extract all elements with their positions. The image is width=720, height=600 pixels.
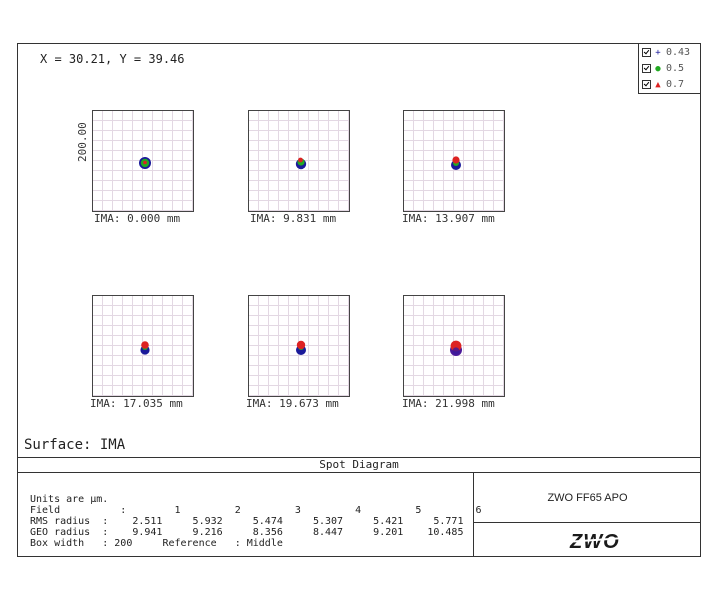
spot-4 xyxy=(140,341,150,355)
geo-row: GEO radius : 9.941 9.216 8.356 8.447 9.2… xyxy=(30,527,464,538)
units-line: Units are µm. xyxy=(30,494,109,505)
spot-box-2 xyxy=(248,110,350,212)
checkbox-icon[interactable] xyxy=(642,64,651,73)
legend-symbol-1: ● xyxy=(655,63,661,74)
coordinate-readout: X = 30.21, Y = 39.46 xyxy=(40,52,185,66)
divider xyxy=(17,472,701,473)
field-label-3: IMA: 13.907 mm xyxy=(402,212,495,225)
field-label-6: IMA: 21.998 mm xyxy=(402,397,495,410)
field-row: Field : 1 2 3 4 5 6 xyxy=(30,505,482,516)
legend-label-2: 0.7 xyxy=(666,79,685,90)
spot-box-3 xyxy=(403,110,505,212)
spot-box-5 xyxy=(248,295,350,397)
surface-label: Surface: IMA xyxy=(24,437,126,453)
box-row: Box width : 200 Reference : Middle xyxy=(30,538,283,549)
logo-cell: ZWO xyxy=(474,522,701,558)
spot-box-1 xyxy=(92,110,194,212)
field-label-5: IMA: 19.673 mm xyxy=(246,397,339,410)
spot-box-4 xyxy=(92,295,194,397)
spot-2 xyxy=(295,157,307,170)
legend-symbol-0: + xyxy=(655,47,661,58)
spot-box-6 xyxy=(403,295,505,397)
spot-1 xyxy=(139,157,151,169)
divider-vertical xyxy=(473,472,474,557)
spot-5 xyxy=(296,340,306,355)
legend-item-0[interactable]: + 0.43 xyxy=(639,45,700,60)
zwo-logo: ZWO xyxy=(570,531,620,553)
checkbox-icon[interactable] xyxy=(642,48,651,57)
info-block: Units are µm. Field : 1 2 3 4 5 6 RMS radi… xyxy=(30,494,482,549)
plot-frame xyxy=(17,43,701,557)
legend-symbol-2: ▲ xyxy=(655,79,661,90)
model-name: ZWO FF65 APO xyxy=(547,492,628,504)
legend: + 0.43 ● 0.5 ▲ 0.7 xyxy=(638,44,700,94)
divider xyxy=(17,457,701,458)
checkbox-icon[interactable] xyxy=(642,80,651,89)
legend-label-0: 0.43 xyxy=(666,47,691,58)
legend-label-1: 0.5 xyxy=(666,63,685,74)
field-label-2: IMA: 9.831 mm xyxy=(250,212,337,225)
spot-6 xyxy=(450,340,462,356)
rms-row: RMS radius : 2.511 5.932 5.474 5.307 5.4… xyxy=(30,516,464,527)
legend-item-1[interactable]: ● 0.5 xyxy=(639,61,700,76)
plot-title: Spot Diagram xyxy=(319,458,399,471)
field-label-1: IMA: 0.000 mm xyxy=(94,212,181,225)
legend-item-2[interactable]: ▲ 0.7 xyxy=(639,77,700,92)
spot-3 xyxy=(451,156,461,170)
field-label-4: IMA: 17.035 mm xyxy=(90,397,183,410)
y-axis-label: 200.00 xyxy=(76,122,89,162)
